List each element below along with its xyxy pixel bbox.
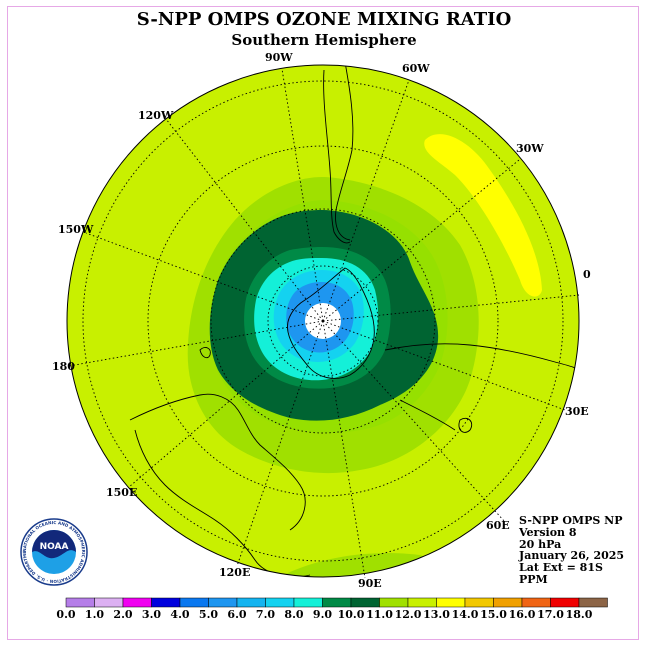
colorbar-box xyxy=(464,597,494,608)
lon-label-180: 180 xyxy=(52,360,75,373)
colorbar-box xyxy=(550,597,580,608)
colorbar-box xyxy=(436,597,466,608)
field-10-11-south xyxy=(258,553,444,577)
meridian-90w xyxy=(281,68,324,322)
colorbar-tick-label: 12.0 xyxy=(395,608,422,621)
map-boundary xyxy=(66,64,580,578)
colorbar-tick-label: 16.0 xyxy=(509,608,536,621)
info-units: PPM xyxy=(519,572,548,586)
colorbar-box xyxy=(322,597,352,608)
info-date: January 26, 2025 xyxy=(519,549,625,563)
colorbar-tick-label: 5.0 xyxy=(199,608,218,621)
lon-label-30w: 30W xyxy=(516,142,544,155)
colorbar-box xyxy=(94,597,124,608)
colorbar-tick-label: 17.0 xyxy=(537,608,564,621)
colorbar-tick-label: 9.0 xyxy=(313,608,332,621)
info-version: Version 8 xyxy=(519,525,577,539)
colorbar-tick-label: 14.0 xyxy=(452,608,479,621)
colorbar-ticks: 0.0 1.0 2.0 3.0 4.0 5.0 6.0 7.0 8.0 9.0 10.0 11.0 12… xyxy=(56,608,592,621)
logo-text: NOAA xyxy=(40,542,69,552)
lon-label-60w: 60W xyxy=(402,62,430,75)
colorbar-box xyxy=(265,597,295,608)
antarctica-coast xyxy=(287,267,375,379)
colorbar-box xyxy=(65,597,95,608)
lon-label-0: 0 xyxy=(583,268,591,281)
colorbar-tick-label: 13.0 xyxy=(423,608,450,621)
colorbar-box xyxy=(151,597,181,608)
map-title: S-NPP OMPS OZONE MIXING RATIO xyxy=(136,9,512,30)
colorbar-tick-label: 18.0 xyxy=(566,608,593,621)
colorbar-box xyxy=(179,597,209,608)
graticule xyxy=(68,68,580,579)
colorbar-tick-label: 8.0 xyxy=(284,608,303,621)
lon-label-150w: 150W xyxy=(58,223,94,236)
colorbar-tick-label: 1.0 xyxy=(85,608,104,621)
australia-coast xyxy=(129,393,306,531)
lon-label-90e: 90E xyxy=(358,577,382,590)
plot-frame xyxy=(7,6,639,640)
colorbar-tick-label: 3.0 xyxy=(142,608,161,621)
colorbar-box xyxy=(122,597,152,608)
logo-bird xyxy=(32,530,76,559)
colorbar-tick-label: 4.0 xyxy=(170,608,189,621)
south-america-coast xyxy=(335,65,354,241)
map-subtitle: Southern Hemisphere xyxy=(231,31,417,49)
colorbar-box xyxy=(350,597,380,608)
colorbar-tick-label: 15.0 xyxy=(480,608,507,621)
colorbar-box xyxy=(236,597,266,608)
colorbar-tick-label: 6.0 xyxy=(227,608,246,621)
colorbar-tick-label: 0.0 xyxy=(56,608,75,621)
lon-label-30e: 30E xyxy=(565,405,589,418)
info-lat-ext: Lat Ext = 81S xyxy=(519,561,603,575)
lon-label-120e: 120E xyxy=(219,566,251,579)
lon-label-120w: 120W xyxy=(138,109,174,122)
info-instrument: S-NPP OMPS NP xyxy=(519,514,623,527)
colorbar-box xyxy=(407,597,437,608)
info-level: 20 hPa xyxy=(519,537,562,551)
colorbar-tick-label: 2.0 xyxy=(113,608,132,621)
colorbar-box xyxy=(293,597,323,608)
colorbar-box xyxy=(493,597,523,608)
africa-coast xyxy=(384,343,579,373)
lon-label-60e: 60E xyxy=(486,519,510,532)
colorbar-box xyxy=(379,597,409,608)
colorbar-box xyxy=(578,597,608,608)
colorbar-tick-label: 7.0 xyxy=(256,608,275,621)
latitude-circle xyxy=(82,80,564,562)
colorbar-box xyxy=(208,597,238,608)
lon-label-90w: 90W xyxy=(265,51,293,64)
colorbar-box xyxy=(521,597,551,608)
lon-label-150e: 150E xyxy=(106,486,138,499)
field-12-13 xyxy=(424,134,542,297)
colorbar-tick-label: 10.0 xyxy=(338,608,365,621)
colorbar-boxes xyxy=(65,597,608,608)
noaa-logo: NATIONAL OCEANIC AND ATMOSPHERIC ADMINIS… xyxy=(20,518,88,586)
info-block: S-NPP OMPS NP Version 8 20 hPa January 2… xyxy=(519,515,624,586)
colorbar-tick-label: 11.0 xyxy=(366,608,393,621)
